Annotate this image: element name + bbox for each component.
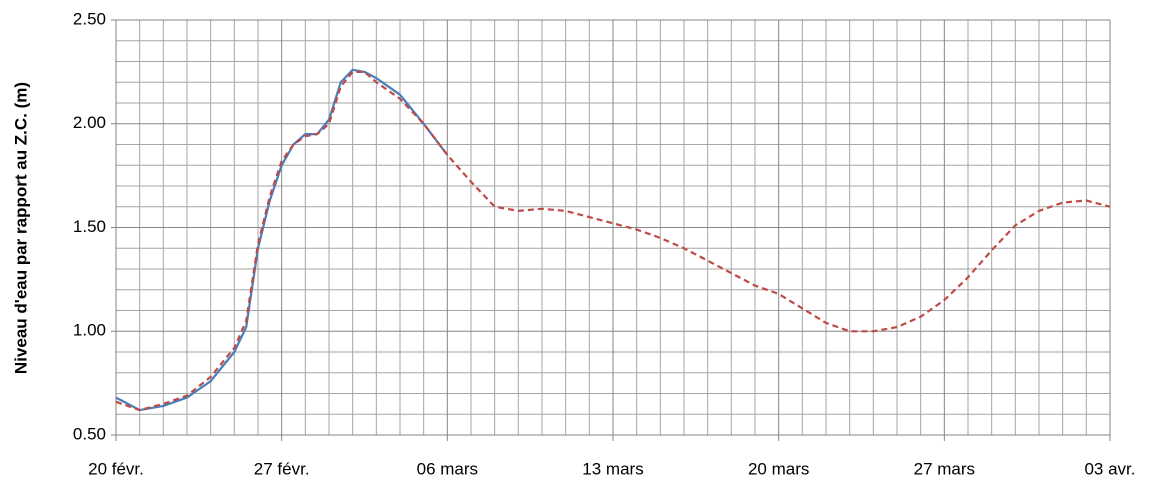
line-series bbox=[115, 70, 1111, 412]
y-axis-title: Niveau d'eau par rapport au Z.C. (m) bbox=[11, 82, 30, 374]
x-tick-label: 20 févr. bbox=[88, 459, 144, 478]
y-tick-label: 0.50 bbox=[73, 424, 106, 443]
x-tick-label: 20 mars bbox=[748, 459, 809, 478]
y-tick-label: 2.50 bbox=[73, 9, 106, 28]
x-tick-label: 06 mars bbox=[417, 459, 478, 478]
x-tick-label: 13 mars bbox=[582, 459, 643, 478]
line-series bbox=[115, 68, 449, 412]
y-tick-label: 1.00 bbox=[73, 321, 106, 340]
x-tick-label: 27 févr. bbox=[254, 459, 310, 478]
y-tick-label: 1.50 bbox=[73, 217, 106, 236]
x-tick-label: 03 avr. bbox=[1084, 459, 1135, 478]
x-tick-label: 27 mars bbox=[914, 459, 975, 478]
y-tick-label: 2.00 bbox=[73, 113, 106, 132]
